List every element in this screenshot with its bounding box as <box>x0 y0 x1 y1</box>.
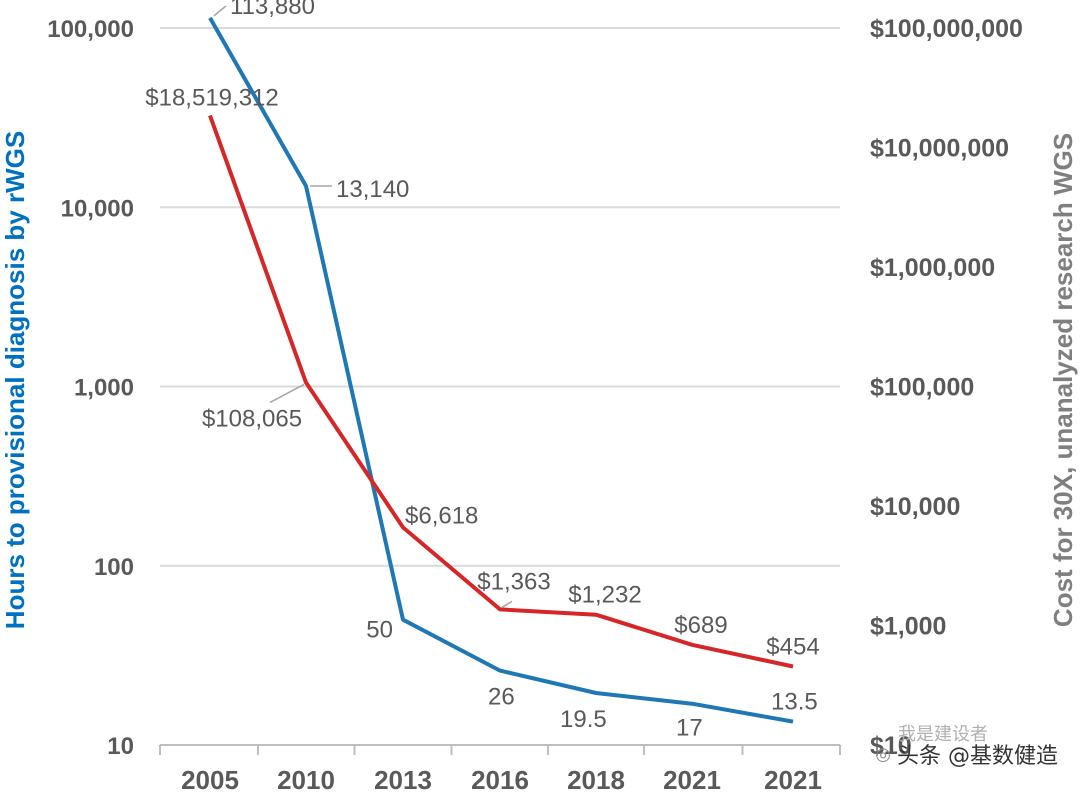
hours-data-label: 17 <box>676 715 703 742</box>
cost-data-label: $689 <box>674 612 727 639</box>
right-tick-label-partial: $10 <box>870 732 912 760</box>
right-axis-title: Cost for 30X, unanalyzed research WGS <box>1048 133 1078 627</box>
hours-data-label: 50 <box>366 617 393 644</box>
left-tick-label: 1,000 <box>74 375 134 402</box>
right-tick-label: $10,000,000 <box>870 135 1009 163</box>
x-tick-label: 2018 <box>567 765 625 792</box>
right-tick-label: $100,000 <box>870 374 974 402</box>
hours-data-label: 13.5 <box>771 689 818 716</box>
x-tick-label: 2010 <box>277 765 335 792</box>
left-tick-label: 10 <box>107 733 134 760</box>
watermark-text: 头条 @基数健造 <box>897 744 1058 769</box>
x-tick-label: 2021 <box>764 765 822 792</box>
x-axis-ticks: 2005 2010 2013 2016 2018 2021 2021 <box>181 765 822 792</box>
hours-data-label: 26 <box>488 684 515 711</box>
gridlines <box>160 27 840 567</box>
watermark-faint-text: 我是建设者 <box>898 724 988 745</box>
left-axis-title: Hours to provisional diagnosis by rWGS <box>0 131 30 629</box>
cost-data-label: $6,618 <box>405 502 478 529</box>
right-tick-label: $1,000 <box>870 613 946 641</box>
left-tick-label: 100 <box>94 554 134 581</box>
right-tick-label: $100,000,000 <box>870 15 1023 43</box>
right-tick-label: $1,000,000 <box>870 254 995 282</box>
axes <box>159 744 841 755</box>
right-axis-ticks: $1,000 $10,000 $100,000 $1,000,000 $10,000,0… <box>870 15 1023 760</box>
right-tick-label: $10,000 <box>870 493 960 521</box>
x-tick-label: 2005 <box>181 765 239 792</box>
cost-data-label: $1,363 <box>477 568 550 595</box>
watermark-icon: ◎ <box>875 743 891 765</box>
cost-data-label: $18,519,312 <box>145 85 278 112</box>
data-labels: 113,880 13,140 50 26 19.5 17 13.5 $18,519,312 $1… <box>145 0 819 742</box>
label-leader-line <box>213 5 227 17</box>
hours-data-label: 13,140 <box>336 176 409 203</box>
x-tick-label: 2013 <box>374 765 432 792</box>
series-lines <box>208 16 794 724</box>
left-axis-ticks: 10 100 1,000 10,000 100,000 <box>47 16 134 760</box>
label-leader-line <box>269 383 305 404</box>
x-tick-label: 2021 <box>663 765 721 792</box>
left-tick-label: 10,000 <box>61 195 134 222</box>
cost-data-label: $1,232 <box>568 582 641 609</box>
hours-data-label: 113,880 <box>230 0 315 20</box>
label-leader-line <box>501 600 513 609</box>
cost-data-label: $108,065 <box>202 405 302 432</box>
cost-data-label: $454 <box>766 633 819 660</box>
watermark: ◎ 我是建设者 头条 @基数健造 <box>875 724 1058 770</box>
hours-data-label: 19.5 <box>560 706 607 733</box>
left-tick-label: 100,000 <box>47 16 134 43</box>
x-tick-label: 2016 <box>471 765 529 792</box>
